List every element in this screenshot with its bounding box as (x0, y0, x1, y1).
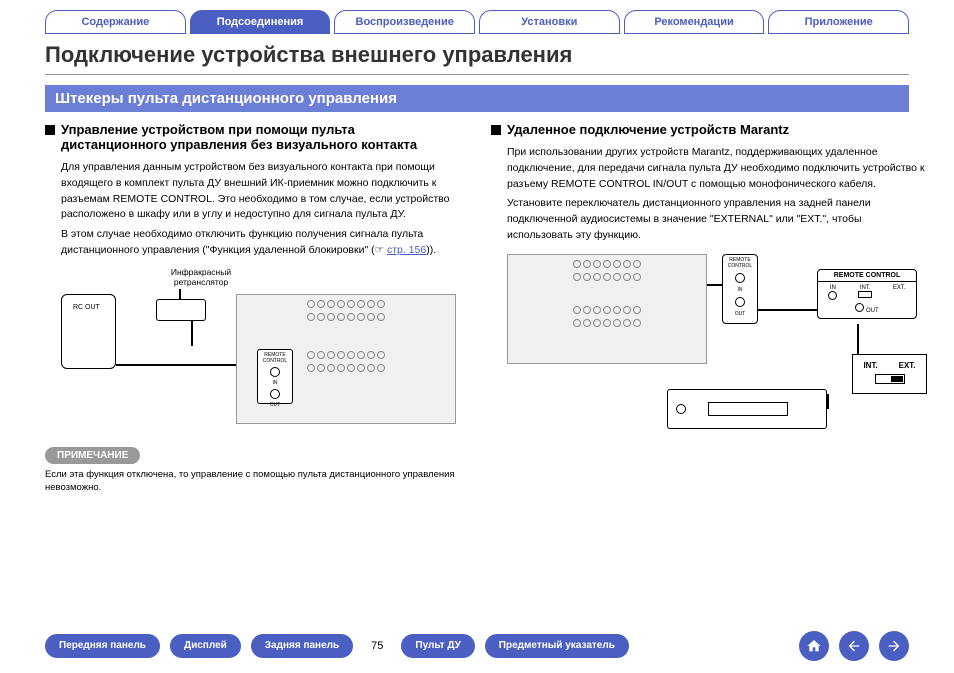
page-link-156[interactable]: стр. 156 (387, 244, 426, 256)
bullet-square-icon (491, 125, 501, 135)
left-paragraph-2: В этом случае необходимо отключить функц… (61, 227, 461, 259)
remote-jack-zoom: REMOTECONTROL IN OUT (257, 349, 293, 404)
right-title-text: Удаленное подключение устройств Marantz (507, 122, 789, 137)
bottom-navigation: Передняя панель Дисплей Задняя панель 75… (0, 631, 954, 661)
home-icon[interactable] (799, 631, 829, 661)
ir-retranslator-label: Инфракрасный ретранслятор (156, 267, 246, 287)
tab-connections[interactable]: Подсоединения (190, 10, 331, 34)
tab-settings[interactable]: Установки (479, 10, 620, 34)
right-column: Удаленное подключение устройств Marantz … (491, 122, 927, 494)
page-title: Подключение устройства внешнего управлен… (45, 42, 909, 75)
note-text: Если эта функция отключена, то управлени… (45, 468, 461, 495)
nav-remote[interactable]: Пульт ДУ (401, 634, 474, 658)
left-p2-text-b: )). (426, 244, 436, 256)
cable-line (757, 309, 817, 311)
in-label: IN (828, 285, 837, 291)
right-paragraph-1: При использовании других устройств Maran… (507, 145, 927, 192)
top-navigation: Содержание Подсоединения Воспроизведение… (0, 0, 954, 34)
left-subsection-title: Управление устройством при помощи пульта… (45, 122, 461, 152)
tab-tips[interactable]: Рекомендации (624, 10, 765, 34)
nav-front-panel[interactable]: Передняя панель (45, 634, 160, 658)
left-column: Управление устройством при помощи пульта… (45, 122, 461, 494)
right-subsection-title: Удаленное подключение устройств Marantz (491, 122, 927, 137)
int-label: INT. (863, 361, 877, 370)
cable-line (179, 289, 181, 299)
rc-out-label: RC OUT (73, 304, 100, 311)
nav-display[interactable]: Дисплей (170, 634, 241, 658)
nav-rear-panel[interactable]: Задняя панель (251, 634, 353, 658)
callout-line (827, 394, 829, 409)
tab-contents[interactable]: Содержание (45, 10, 186, 34)
cable-line (116, 364, 236, 366)
ir-box (156, 299, 206, 321)
int-ext-switch: INT. EXT. (852, 354, 927, 394)
diagram-right: REMOTECONTROL IN OUT REMOTE CONTROL IN I… (507, 254, 927, 454)
diagram-left: Инфракрасный ретранслятор RC OUT REMOTEC… (61, 269, 461, 439)
left-p2-text-a: В этом случае необходимо отключить функц… (61, 228, 423, 256)
tab-playback[interactable]: Воспроизведение (334, 10, 475, 34)
cable-line (191, 321, 193, 346)
remote-control-label: REMOTE CONTROL (818, 270, 916, 282)
ext-small: EXT. (893, 285, 906, 291)
left-title-text: Управление устройством при помощи пульта… (61, 122, 461, 152)
prev-page-icon[interactable] (839, 631, 869, 661)
ext-label: EXT. (899, 361, 916, 370)
out-label: OUT (866, 308, 879, 314)
cable-line (707, 284, 722, 286)
remote-control-box: REMOTE CONTROL IN INT. EXT. OUT (817, 269, 917, 319)
remote-jack-zoom-2: REMOTECONTROL IN OUT (722, 254, 758, 324)
callout-line (857, 324, 859, 354)
bullet-square-icon (45, 125, 55, 135)
page-number: 75 (363, 640, 391, 652)
rear-panel-2 (507, 254, 707, 364)
next-page-icon[interactable] (879, 631, 909, 661)
tab-appendix[interactable]: Приложение (768, 10, 909, 34)
note-badge: ПРИМЕЧАНИЕ (45, 447, 140, 464)
marantz-device (667, 389, 827, 429)
nav-index[interactable]: Предметный указатель (485, 634, 629, 658)
int-small: INT. (858, 285, 872, 291)
page-content: Подключение устройства внешнего управлен… (0, 34, 954, 494)
right-paragraph-2: Установите переключатель дистанционного … (507, 196, 927, 243)
section-header: Штекеры пульта дистанционного управления (45, 85, 909, 112)
left-paragraph-1: Для управления данным устройством без ви… (61, 160, 461, 223)
